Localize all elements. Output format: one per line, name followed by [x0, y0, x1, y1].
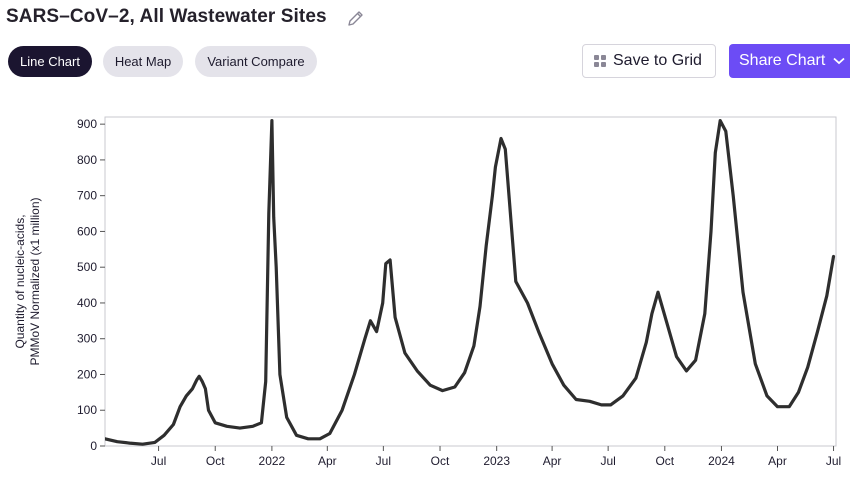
x-tick-label: 2024	[708, 454, 735, 468]
x-tick-label: Jul	[376, 454, 391, 468]
edit-pencil-icon[interactable]	[346, 8, 366, 28]
chevron-down-icon	[833, 57, 845, 65]
x-tick-label: 2022	[259, 454, 286, 468]
x-tick-label: 2023	[483, 454, 510, 468]
y-tick-label: 500	[77, 260, 97, 274]
y-tick-label: 100	[77, 403, 97, 417]
x-tick-label: Jul	[151, 454, 166, 468]
x-tick-label: Jul	[826, 454, 841, 468]
grid-icon	[594, 55, 606, 67]
tab-heat-map[interactable]: Heat Map	[103, 46, 183, 77]
y-tick-label: 600	[77, 224, 97, 238]
y-tick-label: 700	[77, 189, 97, 203]
plot-frame	[104, 116, 837, 447]
y-tick-label: 400	[77, 296, 97, 310]
y-tick-label: 900	[77, 117, 97, 131]
x-tick-label: Oct	[206, 454, 225, 468]
tab-variant-compare[interactable]: Variant Compare	[195, 46, 317, 77]
y-axis-label: Quantity of nucleic-acids,PMMoV Normaliz…	[13, 197, 42, 365]
x-tick-label: Apr	[318, 454, 337, 468]
page-title: SARS–CoV–2, All Wastewater Sites	[6, 6, 327, 27]
x-tick-label: Apr	[768, 454, 787, 468]
save-to-grid-label: Save to Grid	[613, 52, 702, 69]
x-tick-label: Apr	[543, 454, 562, 468]
y-tick-label: 0	[90, 439, 97, 453]
x-tick-label: Oct	[431, 454, 450, 468]
y-tick-label: 800	[77, 153, 97, 167]
share-chart-label: Share Chart	[739, 52, 826, 69]
x-tick-label: Jul	[600, 454, 615, 468]
y-tick-label: 300	[77, 332, 97, 346]
y-tick-label: 200	[77, 367, 97, 381]
series-line-0	[105, 119, 836, 446]
share-chart-button[interactable]: Share Chart	[729, 44, 850, 78]
line-chart: 0 100 200 300 400 500 600 700 800 900 Jul Oct 2022 Ap…	[13, 116, 841, 468]
tab-line-chart[interactable]: Line Chart	[8, 46, 92, 77]
save-to-grid-button[interactable]: Save to Grid	[582, 44, 716, 78]
x-tick-label: Oct	[655, 454, 674, 468]
